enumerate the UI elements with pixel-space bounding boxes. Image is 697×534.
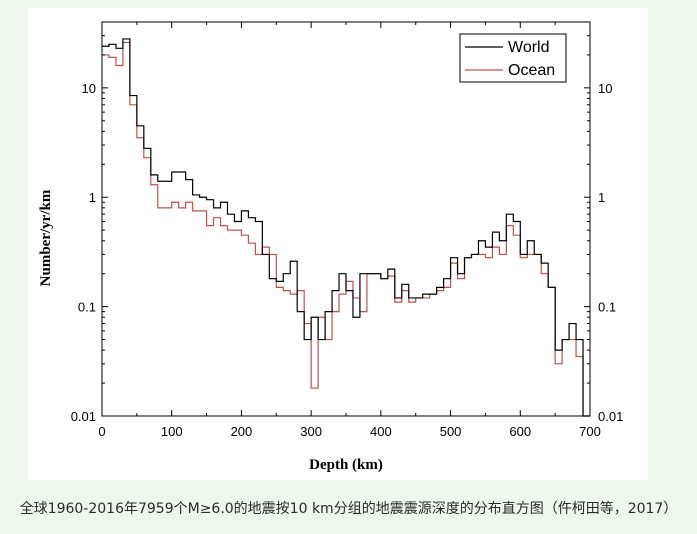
y-tick-label-right: 10 [598,81,612,96]
x-tick-label: 100 [161,424,183,439]
y-tick-label-right: 1 [598,190,605,205]
y-tick-label-right: 0.1 [598,300,616,315]
legend-label-ocean: Ocean [508,62,555,79]
x-axis-title: Depth (km) [309,457,383,473]
x-tick-label: 300 [300,424,322,439]
x-tick-label: 0 [98,424,105,439]
y-tick-label-left: 1 [89,190,96,205]
y-tick-label-left: 10 [82,81,96,96]
y-axis-title: Number/yr/km [38,189,54,286]
y-tick-label-left: 0.01 [71,409,96,424]
series-layer [102,38,590,417]
x-tick-label: 600 [509,424,531,439]
figure-caption: 全球1960-2016年7959个M≥6.0的地震按10 km分组的地震震源深度… [19,501,678,517]
legend-box [459,33,567,83]
y-tick-label-right: 0.01 [598,409,623,424]
x-tick-label: 400 [370,424,392,439]
figure-panel: 0 100 200 300 400 500 600 700 0.01 0.01 0.1 0.1 1 1 10… [28,8,648,480]
y-tick-label-left: 0.1 [78,300,96,315]
legend-label-world: World [508,39,550,56]
legend: World Ocean [459,33,567,83]
x-tick-label: 700 [579,424,601,439]
x-tick-label: 200 [231,424,253,439]
x-tick-label: 500 [440,424,462,439]
series-line-ocean [102,41,590,417]
series-line-world [102,38,590,417]
